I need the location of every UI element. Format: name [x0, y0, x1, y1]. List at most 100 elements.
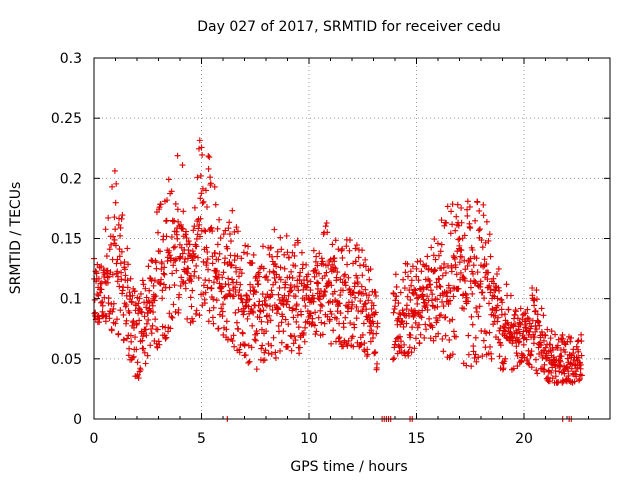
data-point — [470, 262, 477, 269]
data-point — [359, 307, 366, 314]
data-point — [465, 298, 472, 305]
data-point — [462, 266, 469, 273]
data-point — [515, 326, 522, 333]
data-point — [183, 228, 190, 235]
data-point — [197, 215, 204, 222]
data-point — [502, 355, 509, 362]
data-point — [479, 353, 486, 360]
data-point — [312, 266, 319, 273]
data-point — [210, 279, 217, 286]
data-point — [124, 335, 131, 342]
data-point — [411, 286, 418, 293]
data-point — [102, 226, 109, 233]
data-point — [190, 227, 197, 234]
data-point — [266, 303, 273, 310]
data-point — [112, 199, 119, 206]
data-point — [188, 303, 195, 310]
data-point — [526, 328, 533, 335]
data-point — [352, 258, 359, 265]
data-point — [152, 316, 159, 323]
data-point — [113, 316, 120, 323]
data-point — [222, 227, 229, 234]
data-point — [309, 315, 316, 322]
data-point — [133, 346, 140, 353]
data-point — [154, 229, 161, 236]
data-point — [141, 313, 148, 320]
data-point — [342, 282, 349, 289]
data-point — [183, 268, 190, 275]
data-point — [112, 226, 119, 233]
data-point — [145, 298, 152, 305]
data-point — [535, 318, 542, 325]
data-point — [179, 250, 186, 257]
data-point — [472, 334, 479, 341]
data-point — [307, 287, 314, 294]
data-point — [258, 345, 265, 352]
data-point — [414, 295, 421, 302]
data-point — [340, 324, 347, 331]
data-point — [522, 318, 529, 325]
data-point — [486, 282, 493, 289]
data-point — [205, 318, 212, 325]
data-point — [102, 278, 109, 285]
data-point — [233, 224, 240, 231]
data-point — [108, 327, 115, 334]
data-point — [289, 305, 296, 312]
data-point — [160, 270, 167, 277]
x-tick-label: 15 — [408, 431, 426, 447]
data-point — [469, 246, 476, 253]
data-point — [473, 358, 480, 365]
data-point — [494, 318, 501, 325]
data-point — [225, 225, 232, 232]
data-point — [169, 314, 176, 321]
data-point — [393, 293, 400, 300]
data-point — [493, 307, 500, 314]
data-point — [342, 314, 349, 321]
data-point — [159, 295, 166, 302]
data-point — [528, 364, 535, 371]
data-point — [449, 316, 456, 323]
data-point — [449, 221, 456, 228]
data-point — [214, 225, 221, 232]
data-point — [285, 321, 292, 328]
data-point — [188, 278, 195, 285]
data-point — [136, 295, 143, 302]
data-point — [180, 225, 187, 232]
data-point — [474, 269, 481, 276]
data-point — [161, 271, 168, 278]
data-point — [438, 241, 445, 248]
data-point — [266, 312, 273, 319]
data-point — [497, 342, 504, 349]
data-point — [471, 354, 478, 361]
data-point — [424, 306, 431, 313]
data-point — [129, 354, 136, 361]
data-point — [404, 293, 411, 300]
data-point — [307, 310, 314, 317]
data-point — [203, 244, 210, 251]
data-point — [106, 246, 113, 253]
data-point — [355, 254, 362, 261]
data-point — [552, 331, 559, 338]
data-point — [342, 271, 349, 278]
data-point — [304, 281, 311, 288]
data-point — [211, 183, 218, 190]
data-point — [277, 276, 284, 283]
data-point — [368, 305, 375, 312]
data-point — [507, 292, 514, 299]
data-point — [200, 258, 207, 265]
data-point — [492, 283, 499, 290]
data-point — [115, 330, 122, 337]
data-point — [303, 284, 310, 291]
data-point — [130, 318, 137, 325]
data-point — [190, 318, 197, 325]
data-point — [245, 359, 252, 366]
data-point — [428, 297, 435, 304]
data-point — [416, 321, 423, 328]
data-point — [353, 242, 360, 249]
data-point — [418, 314, 425, 321]
data-point — [229, 276, 236, 283]
data-point — [310, 247, 317, 254]
data-point — [105, 300, 112, 307]
data-point — [226, 219, 233, 226]
data-point — [431, 304, 438, 311]
